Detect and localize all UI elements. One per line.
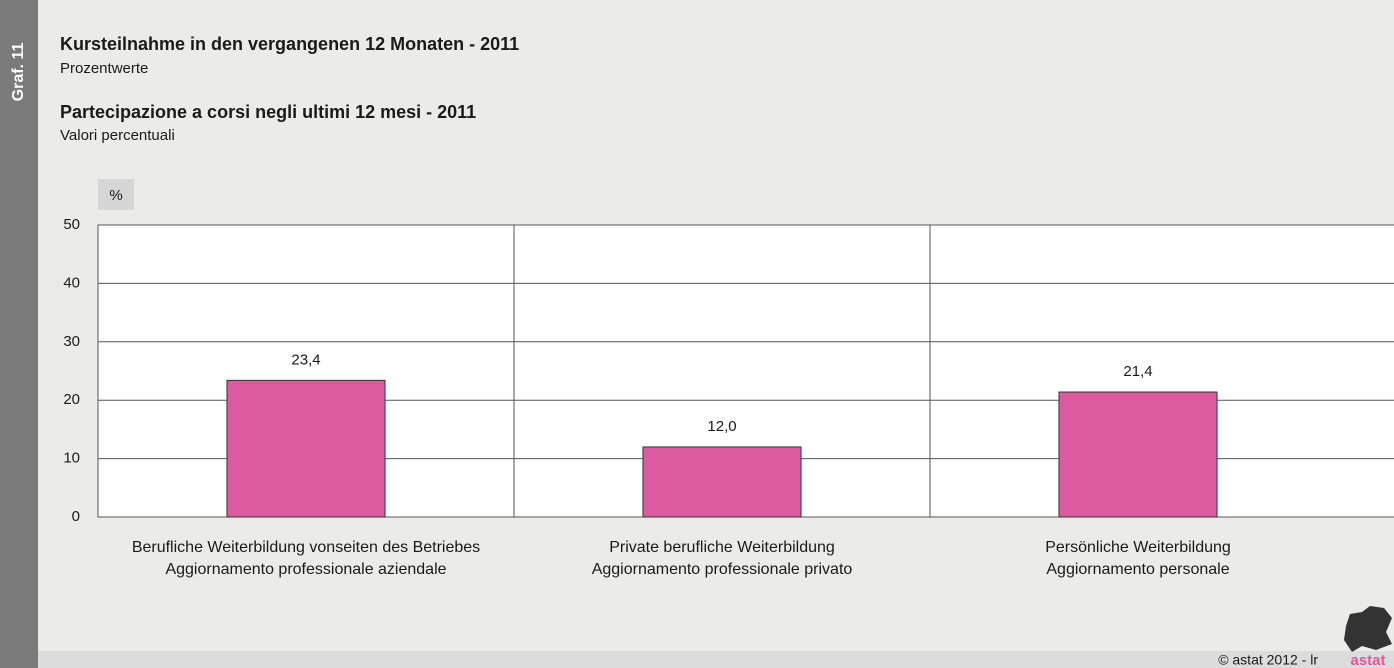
x-tick-label: Persönliche Weiterbildung xyxy=(1045,539,1231,556)
footer-band xyxy=(38,651,1394,668)
sidebar-label: Graf. 11 xyxy=(10,43,27,102)
x-tick-label: Private berufliche Weiterbildung xyxy=(609,539,835,556)
bar xyxy=(642,446,802,518)
x-tick-label: Aggiornamento professionale aziendale xyxy=(165,561,446,578)
y-tick-label: 10 xyxy=(63,450,80,467)
logo: astat xyxy=(1344,606,1392,668)
chart-title: Kursteilnahme in den vergangenen 12 Mona… xyxy=(60,34,519,54)
y-tick-label: 50 xyxy=(63,216,80,233)
chart-title-it: Partecipazione a corsi negli ultimi 12 m… xyxy=(60,102,476,122)
y-tick-label: 20 xyxy=(63,391,80,408)
y-tick-label: 0 xyxy=(72,508,80,525)
x-tick-label: Berufliche Weiterbildung vonseiten des B… xyxy=(132,539,480,556)
chart-subtitle-it: Valori percentuali xyxy=(60,127,175,144)
x-tick-label: Aggiornamento professionale privato xyxy=(592,561,853,578)
y-axis-label: % xyxy=(109,187,122,204)
data-label: 21,4 xyxy=(1123,363,1152,380)
logo-text: astat xyxy=(1350,652,1385,668)
data-label: 12,0 xyxy=(707,418,736,435)
bar xyxy=(1058,391,1218,518)
footer: © astat 2012 - lr xyxy=(1218,652,1318,668)
x-tick-label: Aggiornamento personale xyxy=(1046,561,1229,578)
logo-shape xyxy=(1344,606,1392,652)
bar xyxy=(226,379,386,518)
data-label: 23,4 xyxy=(291,351,320,368)
y-tick-label: 40 xyxy=(63,274,80,291)
sidebar xyxy=(0,0,38,668)
chart-subtitle: Prozentwerte xyxy=(60,60,148,77)
y-tick-label: 30 xyxy=(63,333,80,350)
unit-box xyxy=(98,179,134,210)
